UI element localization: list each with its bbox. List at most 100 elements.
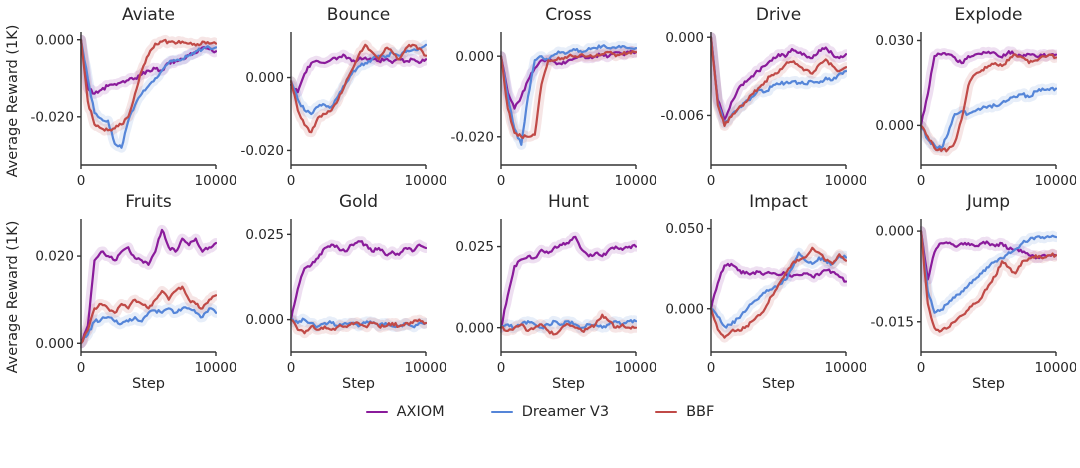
plot-fruits: 0.020 0.0000 10000 (35, 219, 236, 376)
legend-label-axiom: AXIOM (396, 404, 445, 420)
y-tick-label: 0.000 (245, 312, 284, 328)
series-line-bbf (920, 230, 1057, 333)
y-axis-label-column-top: Average Reward (1K) (0, 4, 26, 191)
subplot-gold: Gold 0.025 0.000 0 10000 Step (236, 191, 446, 394)
series-band-dreamer-v3 (920, 82, 1057, 153)
series-line-bbf (290, 318, 427, 335)
series-line-axiom (710, 262, 847, 310)
subplot-title-jump: Jump (966, 192, 1011, 212)
y-tick-label: 0.025 (245, 227, 284, 243)
legend-line-dreamer-v3-icon (490, 410, 513, 414)
subplot-hunt: Hunt 0.025 0.000 0 10000 Step (446, 191, 656, 394)
series-line-dreamer-v3 (500, 319, 637, 330)
plot-aviate: 0.000 -0.020 0 10000 (30, 32, 236, 189)
y-tick-label: 0.000 (875, 224, 914, 240)
legend-item-bbf: BBF (655, 404, 714, 420)
subplot-title-hunt: Hunt (548, 192, 589, 212)
series-line-dreamer-v3 (80, 38, 217, 149)
x-axis-label: Step (551, 376, 585, 392)
plot-hunt: 0.025 0.000 0 10000 (455, 219, 656, 376)
series-group (80, 34, 217, 153)
x-tick-label: 10000 (1035, 360, 1076, 376)
plot-impact: 0.050 0.000 0 10000 (665, 219, 866, 376)
y-tick-label: 0.000 (455, 320, 494, 336)
figure: Average Reward (1K) Aviate 0.000 -0.020 0 1… (0, 4, 1080, 420)
y-tick-label: 0.030 (875, 33, 914, 49)
series-line-dreamer-v3 (500, 44, 637, 146)
plot-drive: 0.000 -0.006 0 10000 (660, 30, 866, 189)
x-tick-label: 0 (77, 360, 86, 376)
legend-item-axiom: AXIOM (365, 404, 445, 420)
legend: AXIOM Dreamer V3 BBF (0, 404, 1080, 420)
x-tick-label: 10000 (825, 360, 866, 376)
y-tick-label: 0.020 (35, 249, 74, 265)
plot-cross: 0.000 -0.020 0 10000 (450, 32, 656, 189)
legend-line-axiom-icon (365, 410, 388, 414)
y-axis-label: Average Reward (1K) (5, 220, 21, 373)
x-tick-label: 0 (287, 173, 296, 189)
y-tick-label: -0.020 (450, 129, 494, 145)
x-tick-label: 10000 (615, 173, 656, 189)
series-group (710, 32, 847, 131)
series-line-bbf (710, 36, 847, 128)
series-band-axiom (290, 236, 427, 325)
subplot-row-bottom: Average Reward (1K) Fruits 0.020 0.000 0 10… (0, 191, 1080, 394)
x-axis-label: Step (971, 376, 1005, 392)
x-tick-label: 10000 (195, 173, 236, 189)
y-tick-label: 0.000 (35, 32, 74, 48)
series-band-axiom (80, 224, 217, 349)
x-tick-label: 0 (707, 173, 716, 189)
legend-label-dreamer-v3: Dreamer V3 (521, 404, 610, 420)
series-line-bbf (290, 43, 427, 134)
series-group (500, 40, 637, 150)
x-axis-label: Step (131, 376, 165, 392)
subplot-row-top: Average Reward (1K) Aviate 0.000 -0.020 0 1… (0, 4, 1080, 191)
series-line-bbf (80, 38, 217, 132)
subplot-cross: Cross 0.000 -0.020 0 10000 (446, 4, 656, 191)
subplot-title-gold: Gold (338, 192, 379, 212)
legend-label-bbf: BBF (686, 404, 715, 420)
subplot-title-fruits: Fruits (125, 192, 172, 212)
series-line-dreamer-v3 (710, 36, 847, 125)
series-group (500, 231, 637, 340)
series-group (80, 224, 217, 349)
y-tick-label: 0.000 (245, 70, 284, 86)
series-line-bbf (710, 246, 847, 339)
x-tick-label: 0 (497, 360, 506, 376)
x-tick-label: 10000 (1035, 173, 1076, 189)
series-group (920, 46, 1057, 157)
x-tick-label: 10000 (405, 173, 446, 189)
subplot-title-explode: Explode (954, 5, 1023, 25)
x-tick-label: 10000 (195, 360, 236, 376)
y-tick-label: -0.020 (240, 143, 284, 159)
series-line-bbf (80, 285, 217, 345)
series-group (290, 236, 427, 339)
series-line-bbf (500, 50, 637, 140)
series-line-dreamer-v3 (920, 86, 1057, 150)
series-line-axiom (290, 240, 427, 321)
subplot-fruits: Fruits 0.020 0.000 0 10000 Step (26, 191, 236, 394)
x-tick-label: 0 (707, 360, 716, 376)
x-tick-label: 0 (497, 173, 506, 189)
subplot-aviate: Aviate 0.000 -0.020 0 10000 (26, 4, 236, 191)
series-group (290, 39, 427, 138)
legend-item-dreamer-v3: Dreamer V3 (490, 404, 610, 420)
subplot-explode: Explode 0.030 0.000 0 10000 (866, 4, 1076, 191)
subplot-impact: Impact 0.050 0.000 0 10000 Step (656, 191, 866, 394)
subplot-jump: Jump 0.000 -0.015 0 10000 Step (866, 191, 1076, 394)
y-tick-label: 0.000 (875, 118, 914, 134)
subplot-title-bounce: Bounce (326, 5, 391, 25)
series-line-bbf (920, 53, 1057, 153)
series-band-axiom (500, 231, 637, 333)
series-group (920, 226, 1057, 337)
y-tick-label: 0.000 (455, 49, 494, 65)
x-tick-label: 10000 (405, 360, 446, 376)
x-axis-label: Step (761, 376, 795, 392)
y-tick-label: -0.020 (30, 109, 74, 125)
x-tick-label: 0 (917, 173, 926, 189)
plot-jump: 0.000 -0.015 0 10000 (870, 219, 1076, 376)
x-tick-label: 0 (77, 173, 86, 189)
y-axis-label-column-bottom: Average Reward (1K) (0, 191, 26, 394)
subplot-title-impact: Impact (749, 192, 808, 212)
x-tick-label: 10000 (825, 173, 866, 189)
